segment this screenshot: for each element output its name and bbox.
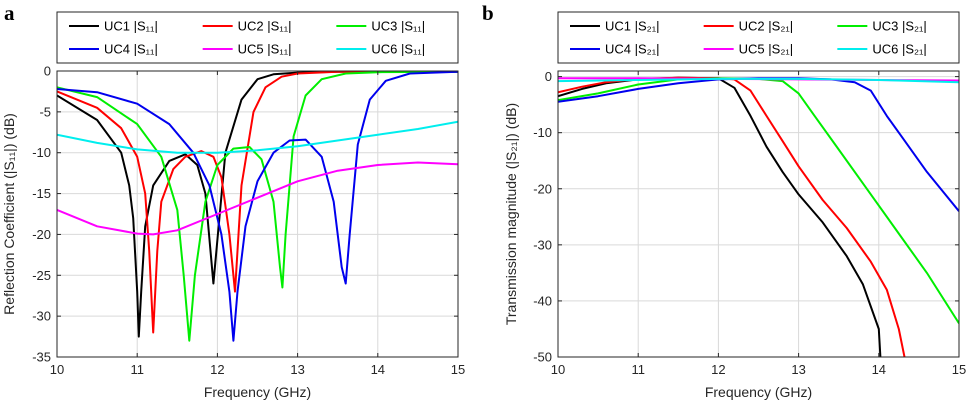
plot-frame [56, 70, 459, 358]
y-tick-label: -35 [32, 350, 51, 365]
y-tick-label: -40 [533, 293, 552, 308]
x-tick-label: 13 [791, 362, 805, 377]
y-tick-label: 0 [545, 69, 552, 84]
legend-label-3: UC3 |S₁₁| [371, 19, 425, 34]
y-tick-label: -25 [32, 268, 51, 283]
x-axis-label: Frequency (GHz) [204, 384, 311, 400]
series-line-3 [57, 71, 458, 342]
series-line-6 [57, 120, 458, 154]
series-line-1 [57, 71, 458, 338]
plot-area [57, 71, 458, 357]
series-group [558, 76, 959, 357]
x-tick-label: 10 [50, 362, 64, 377]
x-tick-label: 14 [872, 362, 886, 377]
y-tick-label: -30 [533, 237, 552, 252]
y-axis-label: Reflection Coefficient (|S₁₁|) (dB) [1, 113, 17, 315]
series-line-6 [558, 77, 959, 84]
y-tick-label: -20 [32, 227, 51, 242]
x-tick-label: 12 [711, 362, 725, 377]
panel-b-letter: b [482, 1, 494, 25]
legend-label-2: UC2 |S₁₁| [238, 19, 292, 34]
x-axis-label: Frequency (GHz) [705, 384, 812, 400]
legend-label-3: UC3 |S₂₁| [872, 19, 926, 34]
legend-label-4: UC4 |S₁₁| [104, 42, 158, 57]
y-axis-label: Transmission magnitude (|S₂₁|) (dB) [503, 103, 519, 325]
legend-box [56, 11, 459, 64]
y-tick-label: -30 [32, 309, 51, 324]
x-tick-label: 12 [210, 362, 224, 377]
plot-frame [557, 70, 960, 358]
legend-label-6: UC6 |S₂₁| [872, 42, 926, 57]
legend-box [557, 11, 960, 64]
plot-area [558, 71, 959, 357]
x-tick-label: 13 [290, 362, 304, 377]
y-tick-label: -5 [39, 104, 51, 119]
x-tick-label: 10 [551, 362, 565, 377]
chart-panel-a: 10 11 12 13 14 15 0 -5 -10 -15 -20 -25 -30 -35 Frequen… [1, 11, 465, 400]
y-tick-label: -50 [533, 350, 552, 365]
x-tick-label: 15 [451, 362, 465, 377]
panel-a-letter: a [4, 1, 15, 25]
series-line-2 [57, 71, 458, 334]
legend-label-5: UC5 |S₁₁| [238, 42, 292, 57]
y-tick-label: -10 [533, 125, 552, 140]
series-group [57, 71, 458, 342]
legend-label-4: UC4 |S₂₁| [605, 42, 659, 57]
legend-label-2: UC2 |S₂₁| [739, 19, 793, 34]
series-line-3 [558, 77, 959, 324]
x-tick-label: 14 [371, 362, 385, 377]
y-tick-label: -20 [533, 181, 552, 196]
y-tick-label: -10 [32, 145, 51, 160]
legend-label-1: UC1 |S₁₁| [104, 19, 158, 34]
x-tick-label: 15 [952, 362, 966, 377]
legend-label-1: UC1 |S₂₁| [605, 19, 659, 34]
series-line-5 [57, 161, 458, 236]
y-tick-label: -15 [32, 186, 51, 201]
chart-panel-b: 10 11 12 13 14 15 0 -10 -20 -30 -40 -50 Frequency (G… [503, 11, 966, 400]
x-tick-label: 11 [631, 362, 645, 377]
y-tick-label: 0 [44, 64, 51, 79]
x-tick-label: 11 [130, 362, 144, 377]
legend-label-6: UC6 |S₁₁| [371, 42, 425, 57]
legend-label-5: UC5 |S₂₁| [739, 42, 793, 57]
